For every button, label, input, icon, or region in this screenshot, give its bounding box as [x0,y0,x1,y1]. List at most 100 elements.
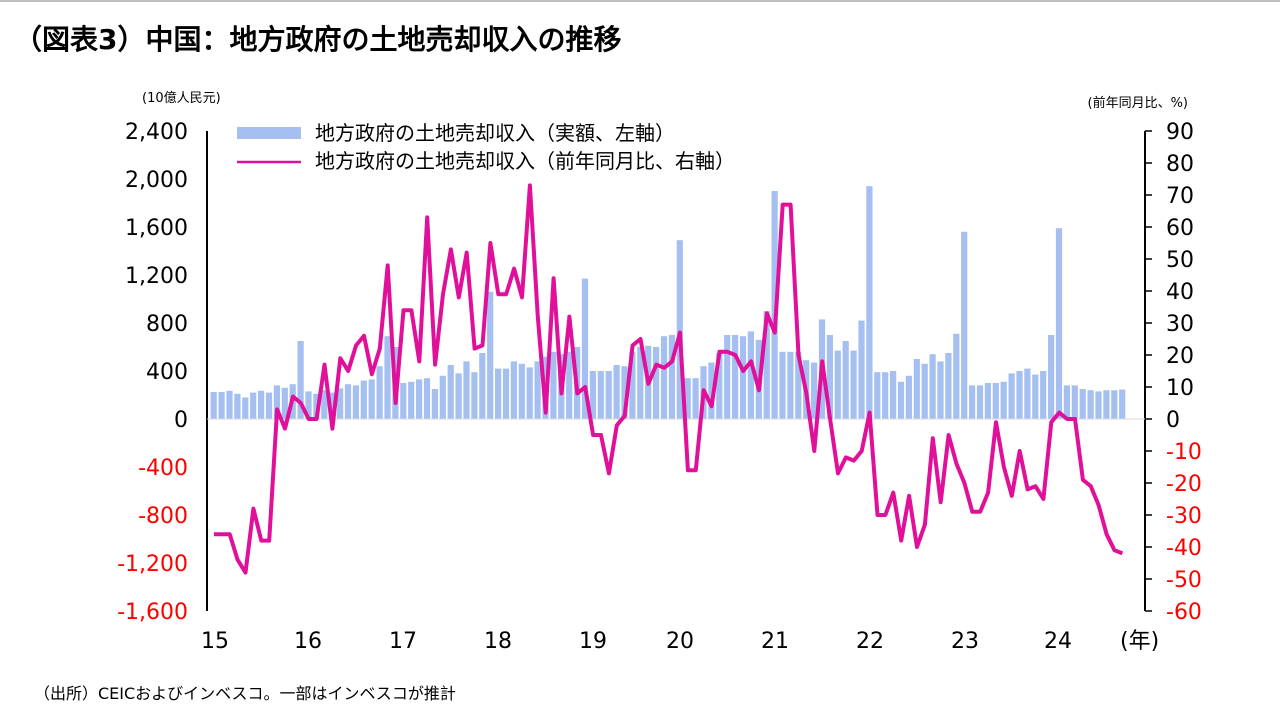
bar [1024,368,1031,419]
bar [534,361,541,419]
left-tick-label: 2,000 [125,168,188,193]
bar [1032,374,1039,419]
bar [605,371,612,419]
right-tick-label: -50 [1166,568,1202,593]
bar [400,383,407,419]
bar [629,351,636,419]
bar [905,375,912,419]
bar [589,371,596,419]
bar [581,278,589,419]
bar [526,367,533,419]
bar [1087,390,1094,419]
x-tick-label: 22 [856,629,884,654]
bar [660,336,668,419]
bar [368,379,375,419]
bar [479,353,486,419]
bar [992,383,999,419]
bar [502,368,510,419]
bar [234,393,241,419]
right-tick-label: 40 [1166,280,1194,305]
bar [455,373,462,419]
bar [929,354,936,419]
bar [352,385,359,419]
bar [1111,390,1118,419]
bar [550,351,557,419]
left-tick-label: 1,200 [125,264,188,289]
bar [684,378,691,419]
bar [1040,371,1047,419]
left-tick-label: 800 [146,312,188,337]
left-tick-label: 0 [174,408,188,433]
bar [668,335,675,419]
bar [1119,389,1126,419]
bar [961,231,968,419]
bar [779,351,786,419]
bar [921,363,928,419]
bar [250,392,257,419]
x-tick-label: 18 [484,629,512,654]
right-tick-label: 20 [1166,344,1194,369]
bar [281,387,288,419]
bar [218,392,225,419]
x-tick-label: 17 [389,629,417,654]
bar [265,392,273,419]
bar [732,335,739,419]
bar [1063,385,1070,419]
bar [811,362,818,419]
bar [463,361,470,419]
bar [384,336,391,419]
x-tick-label: 15 [201,629,229,654]
bar [858,320,865,419]
bar [1000,381,1007,419]
right-axis-unit: (前年同月比、%) [1088,95,1189,111]
bar [1071,385,1078,419]
bar [566,351,573,419]
legend-bar-swatch [237,127,301,139]
bar [1008,373,1015,419]
bar [305,391,312,419]
bar [273,385,280,419]
bar [716,353,723,419]
bar [747,331,754,419]
left-tick-label: 1,600 [125,216,188,241]
bar [518,363,525,419]
right-tick-label: 30 [1166,312,1194,337]
source-note: （出所）CEICおよびインベスコ。一部はインベスコが推計 [34,684,456,703]
bar [834,350,841,419]
bar [423,378,431,419]
bar [874,372,881,419]
bar [344,384,352,419]
bar [795,351,802,419]
bar [866,186,873,419]
bar [850,350,857,419]
x-tick-label: 21 [761,629,789,654]
bar [621,366,628,419]
bar [329,392,336,419]
left-tick-label: 2,400 [125,120,188,145]
bar [1079,389,1086,419]
right-tick-label: 80 [1166,152,1194,177]
bar [945,353,952,419]
left-tick-label: -1,600 [117,600,188,625]
bar [510,361,517,419]
legend-bar-label: 地方政府の土地売却収入（実額、左軸） [315,121,675,145]
bar [242,397,249,419]
bar [1103,390,1110,419]
bar [210,392,217,419]
bar [826,335,833,419]
bar [1095,391,1102,419]
x-tick-label: 19 [579,629,607,654]
bar [495,368,502,419]
right-tick-label: -40 [1166,536,1202,561]
bar-series [210,186,1126,419]
bar [408,381,415,419]
legend: 地方政府の土地売却収入（実額、左軸） 地方政府の土地売却収入（前年同月比、右軸） [237,121,735,173]
bar [447,365,454,419]
bar [597,371,604,419]
left-tick-label: -1,200 [117,552,188,577]
bar [724,335,731,419]
bar [739,336,747,419]
bar [321,390,328,419]
bar [637,347,644,419]
